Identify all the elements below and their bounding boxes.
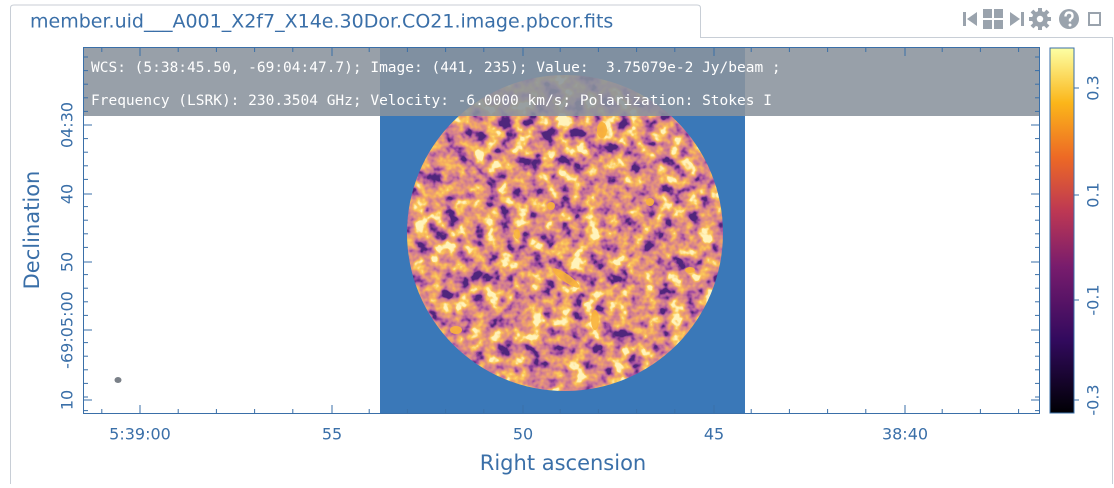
beam-ellipse <box>115 377 122 383</box>
y-tick-label: 50 <box>58 252 77 272</box>
help-button[interactable] <box>1059 9 1079 29</box>
maximize-button[interactable] <box>1089 13 1100 25</box>
image-viewer: member.uid___A001_X2f7_X14e.30Dor.CO21.i… <box>0 0 1114 484</box>
y-tick-label: -69:05:00 <box>58 291 77 369</box>
x-tick-label: 45 <box>704 425 724 444</box>
y-tick-label: 04:30 <box>58 102 77 148</box>
x-tick-label: 38:40 <box>882 425 928 444</box>
colorbar <box>1050 48 1074 413</box>
cursor-info-line: Frequency (LSRK): 230.3504 GHz; Velocity… <box>91 93 772 109</box>
y-axis-label: Declination <box>20 171 44 290</box>
x-tick-label: 50 <box>513 425 533 444</box>
toolbar <box>963 8 1100 30</box>
colorbar-tick-label: 0.1 <box>1084 182 1103 207</box>
x-tick-label: 55 <box>322 425 342 444</box>
colorbar-tick-label: -0.1 <box>1084 284 1103 315</box>
y-tick-label: 10 <box>58 390 77 410</box>
grid-layout-button[interactable] <box>983 9 1003 29</box>
first-frame-button[interactable] <box>963 12 977 26</box>
colorbar-tick-label: 0.3 <box>1084 75 1103 100</box>
last-frame-button[interactable] <box>1010 12 1024 26</box>
x-tick-label: 5:39:00 <box>109 425 171 444</box>
y-tick-label: 40 <box>58 184 77 204</box>
cursor-info-line: WCS: (5:38:45.50, -69:04:47.7); Image: (… <box>91 60 781 76</box>
colorbar-tick-label: -0.3 <box>1084 384 1103 415</box>
settings-button[interactable] <box>1029 8 1051 30</box>
tab-title[interactable]: member.uid___A001_X2f7_X14e.30Dor.CO21.i… <box>30 11 613 33</box>
x-axis-label: Right ascension <box>480 451 647 475</box>
